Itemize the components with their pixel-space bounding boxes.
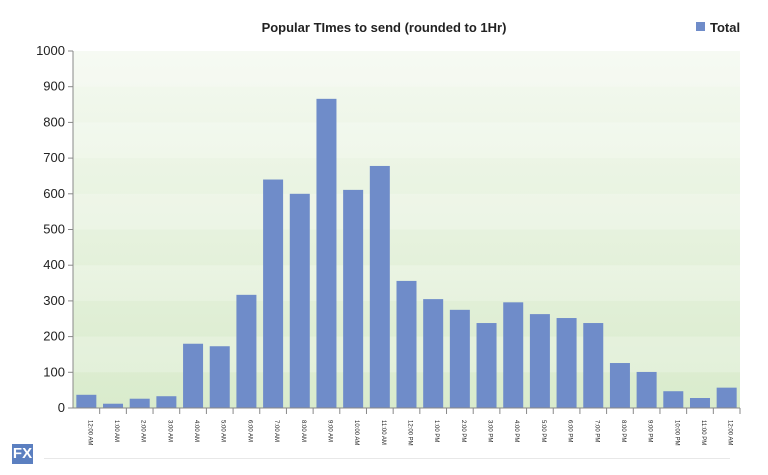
bar[interactable] — [396, 280, 417, 408]
bar[interactable] — [209, 346, 230, 408]
x-tick-label: 1:00 PM — [433, 420, 439, 442]
x-tick-label: 4:00 AM — [193, 420, 199, 442]
x-tick-label: 6:00 PM — [567, 420, 573, 442]
x-tick-label: 12:00 PM — [407, 420, 413, 446]
bar[interactable] — [343, 189, 364, 408]
y-tick-label: 200 — [43, 329, 65, 344]
x-tick-label: 2:00 PM — [460, 420, 466, 442]
bar[interactable] — [103, 403, 124, 408]
x-tick-label: 1:00 AM — [113, 420, 119, 442]
bar[interactable] — [156, 396, 177, 408]
bar[interactable] — [609, 363, 630, 408]
x-tick-label: 10:00 PM — [673, 420, 679, 446]
x-tick-label: 4:00 PM — [513, 420, 519, 442]
x-tick-label: 2:00 AM — [140, 420, 146, 442]
y-tick-label: 800 — [43, 114, 65, 129]
bar[interactable] — [316, 98, 337, 408]
bar[interactable] — [689, 398, 710, 408]
bar[interactable] — [716, 387, 737, 408]
x-tick-label: 8:00 PM — [620, 420, 626, 442]
bar[interactable] — [236, 294, 257, 408]
x-tick-label: 7:00 PM — [593, 420, 599, 442]
y-tick-label: 900 — [43, 79, 65, 94]
y-tick-label: 1000 — [36, 43, 65, 58]
x-tick-label: 7:00 AM — [273, 420, 279, 442]
bars — [76, 98, 737, 408]
bar[interactable] — [369, 165, 390, 408]
x-axis: 12:00 AM 1:00 AM 2:00 AM 3:00 AM 4:00 AM 5:00… — [73, 407, 741, 446]
y-axis: 0 100 200 300 400 500 600 700 800 900 1000 — [36, 43, 740, 415]
plot-band — [73, 51, 740, 87]
bar[interactable] — [503, 302, 524, 408]
x-tick-label: 8:00 AM — [300, 420, 306, 442]
fx-logo: FX — [12, 444, 33, 464]
legend-label-total: Total — [710, 20, 740, 35]
x-tick-label: 12:00 AM — [727, 420, 733, 445]
legend[interactable]: Total — [696, 20, 740, 35]
bar[interactable] — [183, 343, 204, 408]
x-tick-label: 11:00 PM — [700, 420, 706, 445]
bar[interactable] — [129, 398, 150, 408]
y-tick-label: 0 — [58, 400, 65, 415]
plot-band — [73, 122, 740, 159]
x-tick-label: 12:00 AM — [86, 420, 92, 445]
y-tick-label: 700 — [43, 150, 65, 165]
legend-swatch-total — [696, 22, 705, 31]
bar[interactable] — [476, 323, 497, 408]
x-tick-label: 10:00 AM — [353, 420, 359, 445]
x-tick-label: 5:00 AM — [220, 420, 226, 442]
bar[interactable] — [663, 391, 684, 408]
bar[interactable] — [636, 371, 657, 408]
x-tick-label: 9:00 AM — [326, 420, 332, 442]
x-tick-label: 6:00 AM — [246, 420, 252, 442]
y-tick-label: 300 — [43, 293, 65, 308]
bar[interactable] — [263, 179, 284, 408]
y-tick-label: 600 — [43, 186, 65, 201]
x-tick-label: 5:00 PM — [540, 420, 546, 442]
plot-band — [73, 193, 740, 230]
bar[interactable] — [583, 323, 604, 408]
bar[interactable] — [556, 318, 577, 408]
bar[interactable] — [449, 309, 470, 408]
bar[interactable] — [529, 314, 550, 408]
x-tick-label: 3:00 PM — [487, 420, 493, 442]
x-tick-label: 11:00 AM — [380, 420, 386, 445]
y-tick-label: 100 — [43, 364, 65, 379]
footer-divider — [44, 458, 730, 459]
x-tick-label: 3:00 AM — [166, 420, 172, 442]
bar[interactable] — [289, 193, 310, 408]
x-tick-label: 9:00 PM — [647, 420, 653, 442]
chart-title: Popular TImes to send (rounded to 1Hr) — [262, 20, 507, 35]
y-tick-label: 500 — [43, 222, 65, 237]
y-tick-label: 400 — [43, 257, 65, 272]
bar[interactable] — [76, 394, 97, 408]
bar[interactable] — [423, 299, 444, 408]
